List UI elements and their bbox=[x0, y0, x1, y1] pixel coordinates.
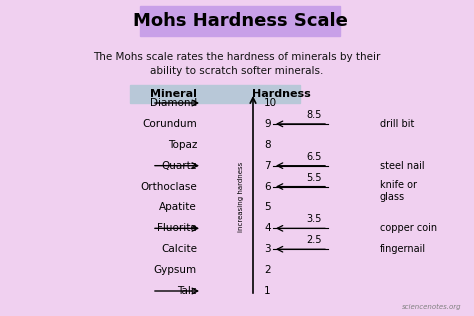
Text: drill bit: drill bit bbox=[380, 119, 414, 129]
Text: Mineral: Mineral bbox=[150, 89, 197, 99]
Text: Diamond: Diamond bbox=[150, 98, 197, 108]
Text: 7: 7 bbox=[264, 161, 271, 171]
Text: Fluorite: Fluorite bbox=[157, 223, 197, 233]
Text: 2.5: 2.5 bbox=[306, 235, 322, 245]
Text: 5: 5 bbox=[264, 203, 271, 212]
Text: Apatite: Apatite bbox=[159, 203, 197, 212]
Text: steel nail: steel nail bbox=[380, 161, 425, 171]
Text: 3: 3 bbox=[264, 244, 271, 254]
Text: 2: 2 bbox=[264, 265, 271, 275]
Text: increasing hardness: increasing hardness bbox=[238, 162, 244, 232]
Text: Corundum: Corundum bbox=[142, 119, 197, 129]
Text: copper coin: copper coin bbox=[380, 223, 437, 233]
Text: 8.5: 8.5 bbox=[306, 110, 322, 120]
Bar bbox=[130, 85, 300, 103]
Text: Topaz: Topaz bbox=[168, 140, 197, 150]
Text: 10: 10 bbox=[264, 98, 277, 108]
Text: fingernail: fingernail bbox=[380, 244, 426, 254]
Text: Calcite: Calcite bbox=[161, 244, 197, 254]
Text: 3.5: 3.5 bbox=[306, 214, 322, 224]
Text: Hardness: Hardness bbox=[252, 89, 310, 99]
Text: 8: 8 bbox=[264, 140, 271, 150]
Text: Orthoclase: Orthoclase bbox=[140, 182, 197, 191]
Text: 6.5: 6.5 bbox=[306, 152, 322, 162]
Text: 5.5: 5.5 bbox=[306, 173, 322, 183]
Text: Talc: Talc bbox=[177, 286, 197, 296]
Text: 1: 1 bbox=[264, 286, 271, 296]
Text: Gypsum: Gypsum bbox=[154, 265, 197, 275]
Text: The Mohs scale rates the hardness of minerals by their
ability to scratch softer: The Mohs scale rates the hardness of min… bbox=[93, 52, 381, 76]
Text: knife or
glass: knife or glass bbox=[380, 179, 417, 202]
Text: 6: 6 bbox=[264, 182, 271, 191]
Text: sciencenotes.org: sciencenotes.org bbox=[402, 304, 462, 310]
Text: 9: 9 bbox=[264, 119, 271, 129]
Bar bbox=[140, 6, 340, 36]
Text: Mohs Hardness Scale: Mohs Hardness Scale bbox=[133, 12, 347, 30]
Text: 4: 4 bbox=[264, 223, 271, 233]
Text: Quartz: Quartz bbox=[162, 161, 197, 171]
